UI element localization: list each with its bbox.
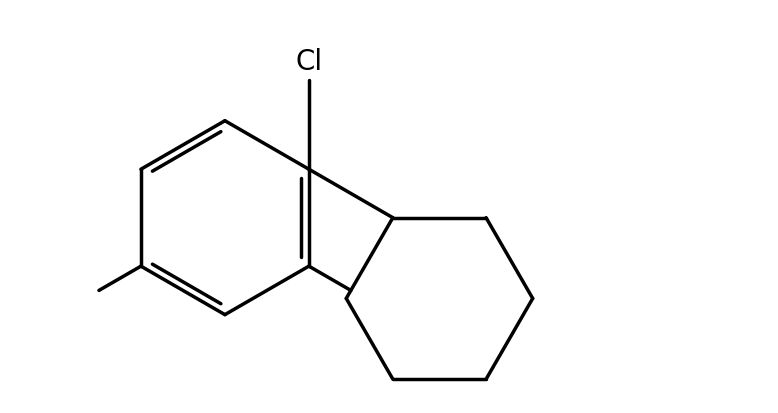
Text: Cl: Cl	[296, 48, 322, 76]
